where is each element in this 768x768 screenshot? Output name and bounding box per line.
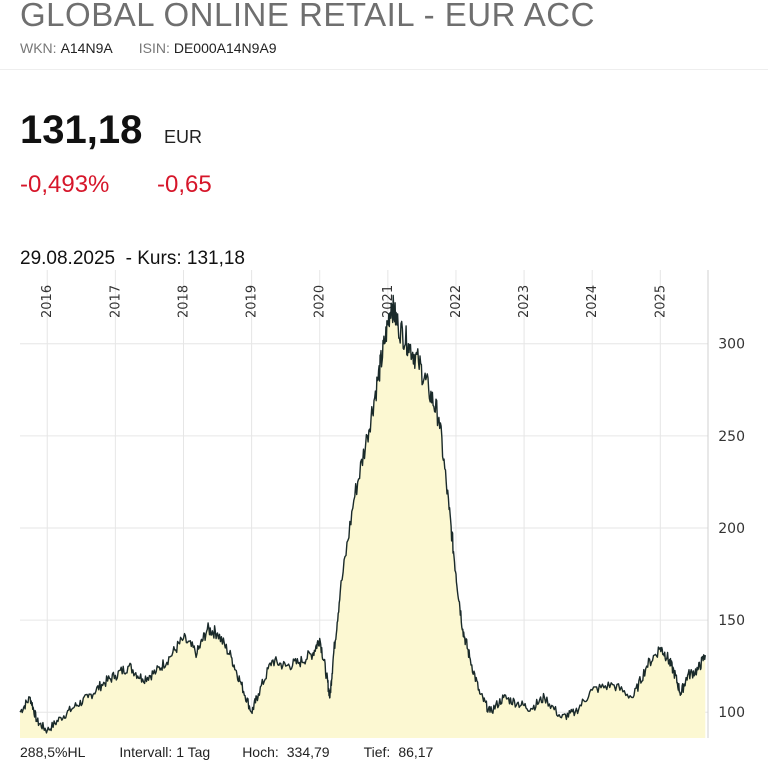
y-tick-label: 150	[718, 613, 745, 629]
price-area	[20, 295, 706, 738]
x-tick-label: 2018	[176, 285, 191, 318]
header-divider	[0, 69, 768, 70]
x-tick-label: 2025	[653, 285, 668, 318]
price-line	[19, 294, 706, 734]
isin-label: ISIN:	[138, 40, 170, 56]
high-value: 334,79	[286, 744, 330, 760]
chart-date: 29.08.2025	[20, 248, 116, 269]
x-tick-label: 2023	[517, 285, 532, 318]
y-tick-label: 200	[718, 521, 745, 537]
x-tick-label: 2016	[40, 285, 55, 318]
x-tick-label: 2019	[245, 285, 260, 318]
x-tick-label: 2020	[313, 285, 328, 318]
high-label: Hoch:	[242, 744, 279, 760]
y-tick-label: 300	[718, 337, 745, 353]
x-tick-label: 2022	[449, 285, 464, 318]
chart-footer: 288,5%HL Intervall: 1 Tag Hoch: 334,79 Tief:…	[20, 744, 433, 760]
range-value: 288,5%HL	[20, 744, 86, 760]
change-absolute: -0,65	[157, 171, 212, 198]
interval-value: Intervall: 1 Tag	[119, 744, 211, 760]
x-tick-label: 2024	[585, 285, 600, 318]
price-value: 131,18	[20, 108, 143, 152]
y-tick-label: 250	[718, 429, 745, 445]
instrument-title: GLOBAL ONLINE RETAIL - EUR ACC	[20, 0, 595, 33]
price-currency: EUR	[164, 127, 203, 147]
wkn-label: WKN:	[20, 40, 57, 56]
isin-value: DE000A14N9A9	[173, 40, 277, 56]
change-percent: -0,493%	[20, 171, 110, 198]
y-tick-label: 100	[718, 705, 745, 721]
identifier-row: WKN: A14N9A ISIN: DE000A14N9A9	[20, 40, 277, 56]
low-label: Tief:	[363, 744, 391, 760]
x-tick-label: 2017	[108, 285, 123, 318]
chart-quote-line: 29.08.2025 - Kurs: 131,18	[20, 248, 245, 270]
chart-kurs: - Kurs: 131,18	[125, 248, 245, 269]
wkn-value: A14N9A	[60, 40, 113, 56]
low-value: 86,17	[398, 744, 434, 760]
